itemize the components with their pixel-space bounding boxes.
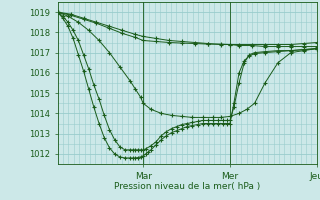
X-axis label: Pression niveau de la mer( hPa ): Pression niveau de la mer( hPa ) <box>114 182 260 191</box>
